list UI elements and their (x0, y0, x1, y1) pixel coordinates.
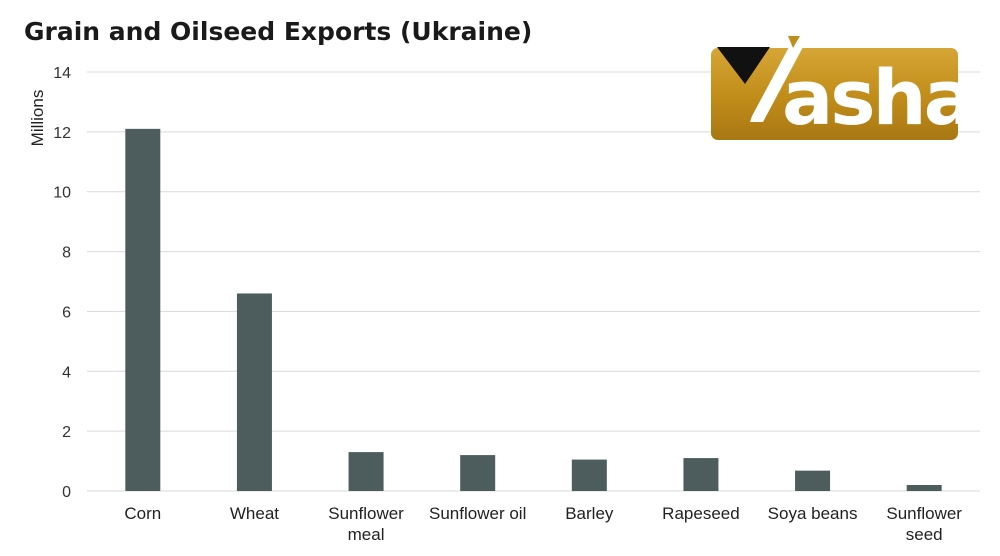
bar-6 (795, 470, 831, 491)
bar-5 (683, 458, 719, 491)
logo-accent-icon (788, 36, 800, 48)
logo-text: ashar (782, 53, 1000, 142)
x-tick-label-line: Soya beans (768, 504, 858, 523)
logo-background (711, 48, 958, 140)
x-tick-label: Sunflower meal (328, 504, 404, 544)
x-tick-label-line: Barley (565, 504, 614, 523)
bars (125, 128, 942, 491)
x-tick-label: Barley (565, 504, 614, 523)
logo-y-mark-icon (717, 47, 770, 84)
x-tick-label: Wheat (230, 504, 279, 523)
gridlines (87, 71, 980, 492)
bar-1 (236, 293, 272, 491)
y-tick-labels: 0 2 4 6 8 10 12 14 (53, 65, 71, 501)
bar-7 (906, 485, 942, 491)
y-tick-label: 2 (62, 424, 71, 441)
x-tick-label-line: Corn (124, 504, 161, 523)
chart-title: Grain and Oilseed Exports (Ukraine) (24, 17, 532, 46)
yashar-logo: ashar (711, 36, 1000, 142)
y-tick-label: 8 (62, 245, 71, 262)
x-tick-label: Soya beans (768, 504, 858, 523)
x-tick-label-line: Sunflower (886, 504, 962, 523)
y-axis-label: Millions (28, 90, 47, 147)
bar-0 (125, 128, 161, 491)
x-tick-label-line: Sunflower oil (429, 504, 526, 523)
x-tick-label: Corn (124, 504, 161, 523)
x-tick-label-line: meal (348, 525, 385, 544)
x-tick-label: Sunflower seed (886, 504, 962, 544)
y-tick-label: 14 (53, 65, 71, 82)
x-tick-label: Rapeseed (662, 504, 740, 523)
x-tick-label-line: Sunflower (328, 504, 404, 523)
x-tick-label-line: seed (906, 525, 943, 544)
y-tick-label: 4 (62, 364, 71, 381)
x-tick-label-line: Rapeseed (662, 504, 740, 523)
x-tick-label: Sunflower oil (429, 504, 526, 523)
y-tick-label: 10 (53, 185, 71, 202)
bar-2 (348, 452, 384, 491)
logo-y-stroke-icon (750, 47, 803, 122)
bar-4 (571, 459, 607, 491)
x-tick-labels: Corn Wheat Sunflower meal Sunflower oil Barle… (124, 504, 962, 544)
y-tick-label: 6 (62, 304, 71, 321)
y-tick-label: 0 (62, 484, 71, 501)
x-tick-label-line: Wheat (230, 504, 279, 523)
bar-3 (460, 455, 496, 491)
y-tick-label: 12 (53, 125, 71, 142)
